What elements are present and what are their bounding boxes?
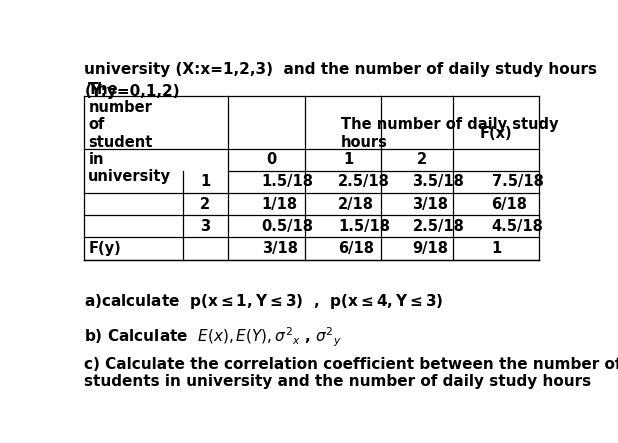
Text: 1: 1	[343, 152, 353, 167]
Text: b) Calculate  $E(x), E(Y), \sigma^2{}_x$ , $\sigma^2{}_y$: b) Calculate $E(x), E(Y), \sigma^2{}_x$ …	[85, 326, 342, 350]
Text: 2.5/18: 2.5/18	[413, 219, 464, 234]
Text: a)calculate  $\bf{p}$$\bf{(x \leq 1, Y \leq 3)}$  ,  $\bf{p(x \leq 4, Y \leq 3)}: a)calculate $\bf{p}$$\bf{(x \leq 1, Y \l…	[85, 292, 444, 311]
Text: 1.5/18: 1.5/18	[338, 219, 391, 234]
Text: The
number
of
student
in
university: The number of student in university	[88, 82, 171, 184]
Text: 3/18: 3/18	[261, 241, 298, 256]
Text: 3.5/18: 3.5/18	[413, 175, 464, 190]
Text: 0: 0	[266, 152, 277, 167]
Text: F(y): F(y)	[88, 241, 121, 256]
Text: 3/18: 3/18	[413, 197, 449, 212]
Text: 9/18: 9/18	[413, 241, 449, 256]
Text: 1/18: 1/18	[261, 197, 298, 212]
Text: The number of daily study
hours: The number of daily study hours	[341, 117, 558, 150]
Text: 2: 2	[200, 197, 211, 212]
Text: 1: 1	[200, 175, 211, 190]
Text: 6/18: 6/18	[491, 197, 528, 212]
Text: (Y:y=0,1,2): (Y:y=0,1,2)	[85, 84, 180, 99]
Text: 1.5/18: 1.5/18	[261, 175, 314, 190]
Text: 1: 1	[491, 241, 502, 256]
Text: 4.5/18: 4.5/18	[491, 219, 543, 234]
Text: 2: 2	[417, 152, 428, 167]
Text: university (X:x=1,2,3)  and the number of daily study hours: university (X:x=1,2,3) and the number of…	[85, 62, 598, 77]
Text: 0.5/18: 0.5/18	[261, 219, 314, 234]
Text: 2.5/18: 2.5/18	[338, 175, 390, 190]
Text: 6/18: 6/18	[338, 241, 375, 256]
Text: 3: 3	[200, 219, 211, 234]
Text: 7.5/18: 7.5/18	[491, 175, 543, 190]
Text: 2/18: 2/18	[338, 197, 375, 212]
Text: c) Calculate the correlation coefficient between the number of
students in unive: c) Calculate the correlation coefficient…	[85, 357, 618, 389]
Text: F(x): F(x)	[480, 126, 513, 141]
